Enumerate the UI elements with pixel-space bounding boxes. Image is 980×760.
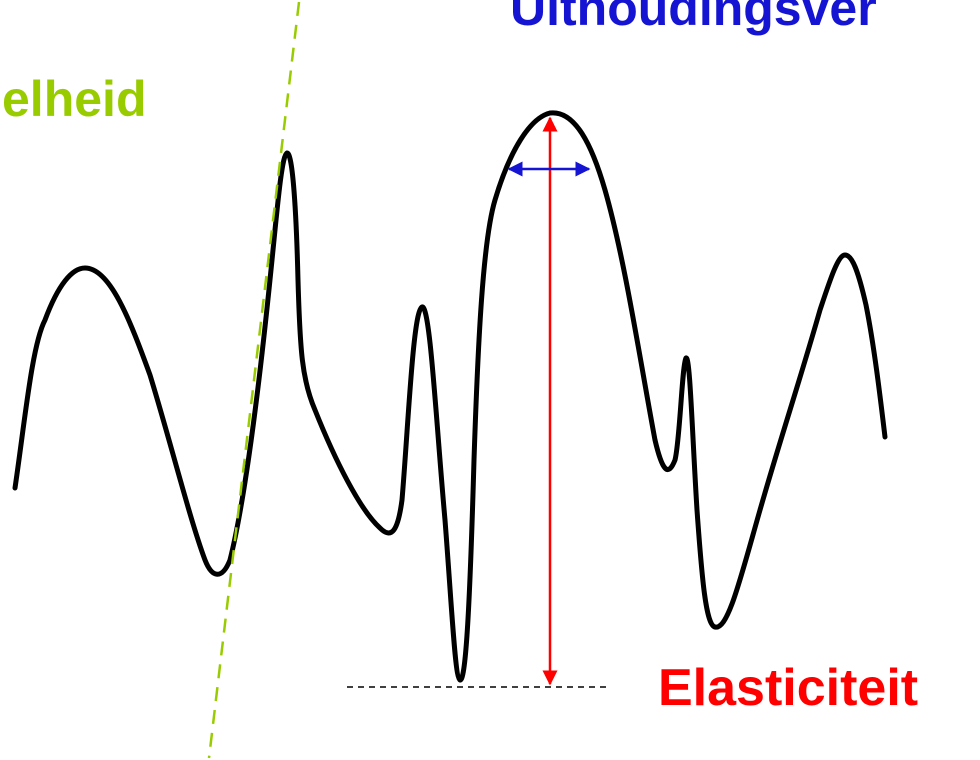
speed-tangent-line bbox=[207, 1, 301, 759]
speed-label: elheid bbox=[2, 71, 147, 127]
elasticity-label: Elasticiteit bbox=[658, 659, 919, 717]
wave-curve bbox=[12, 110, 888, 683]
endurance-label: Uithoudingsver bbox=[510, 0, 877, 36]
